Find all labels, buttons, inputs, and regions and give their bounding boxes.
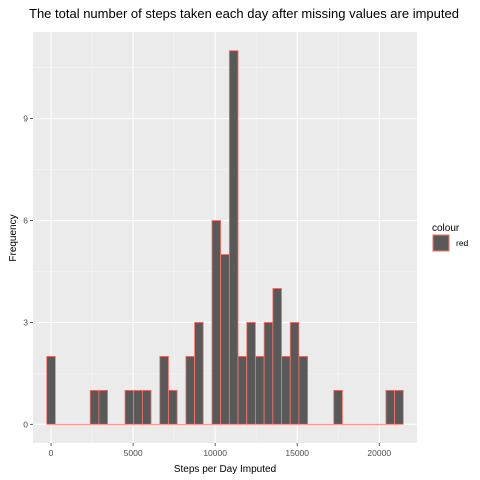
legend-label-red: red bbox=[456, 238, 469, 248]
histogram-bar bbox=[246, 322, 256, 425]
histogram-bar bbox=[211, 220, 222, 425]
histogram-bar bbox=[141, 389, 152, 425]
histogram-bar bbox=[46, 355, 56, 425]
histogram-bar bbox=[281, 355, 291, 425]
x-tick-label: 15000 bbox=[285, 448, 309, 458]
x-tick-label: 5000 bbox=[124, 448, 143, 458]
histogram-bar bbox=[194, 322, 204, 425]
y-tick-label: 0 bbox=[23, 419, 28, 429]
x-tick-label: 20000 bbox=[367, 448, 391, 458]
histogram-bar bbox=[298, 355, 309, 425]
histogram-bar bbox=[159, 355, 169, 425]
histogram-bars bbox=[46, 50, 404, 425]
y-tick-label: 3 bbox=[23, 317, 28, 327]
histogram-bar bbox=[289, 322, 300, 425]
histogram-bar bbox=[124, 389, 135, 425]
x-tick-label: 0 bbox=[49, 448, 54, 458]
histogram-bar bbox=[333, 389, 343, 425]
histogram-bar bbox=[272, 288, 282, 425]
histogram-bar bbox=[385, 389, 395, 425]
histogram-bar bbox=[228, 50, 239, 425]
histogram-bar bbox=[255, 355, 265, 425]
histogram-bar bbox=[220, 254, 230, 425]
histogram-bar bbox=[237, 355, 248, 425]
histogram-bar bbox=[394, 389, 404, 425]
legend-key-swatch bbox=[432, 234, 450, 252]
x-axis: 0 5000 10000 15000 20000 bbox=[49, 443, 391, 458]
legend: colour red bbox=[432, 223, 469, 252]
histogram-bar bbox=[133, 389, 143, 425]
histogram-bar bbox=[263, 322, 274, 425]
y-axis-title: Frequency bbox=[8, 214, 19, 261]
legend-title: colour bbox=[432, 223, 460, 234]
histogram-bar bbox=[168, 389, 178, 425]
histogram-bar bbox=[185, 355, 195, 425]
x-tick-label: 10000 bbox=[203, 448, 227, 458]
y-tick-label: 9 bbox=[23, 114, 28, 124]
x-axis-title: Steps per Day Imputed bbox=[174, 464, 276, 475]
chart-title: The total number of steps taken each day… bbox=[29, 6, 459, 21]
y-axis: 0 3 6 9 bbox=[23, 114, 33, 429]
y-tick-label: 6 bbox=[23, 216, 28, 226]
histogram-bar bbox=[98, 389, 108, 425]
histogram-bar bbox=[89, 389, 100, 425]
